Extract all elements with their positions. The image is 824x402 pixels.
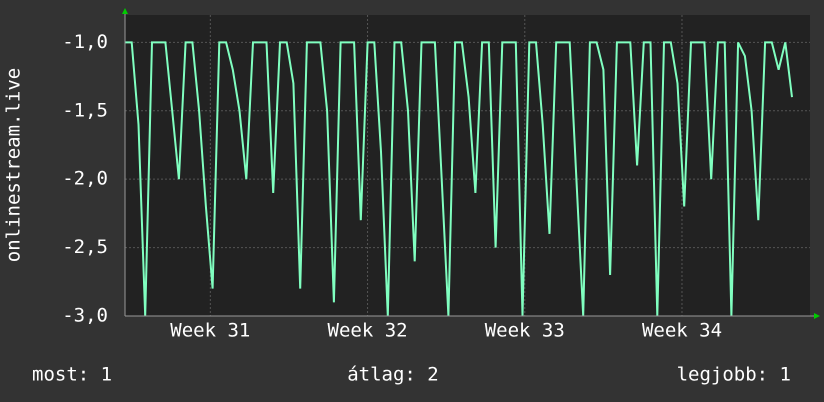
footer-now: most: 1 <box>32 364 112 386</box>
plot-area <box>125 15 810 316</box>
x-tick-label: Week 31 <box>170 320 250 342</box>
y-tick-label: -1,0 <box>62 31 108 53</box>
y-arrow <box>122 8 128 14</box>
plot <box>125 41 793 317</box>
data-line <box>125 41 793 317</box>
y-tick-label: -3,0 <box>62 305 108 327</box>
y-tick-label: -1,5 <box>62 99 108 121</box>
y-tick-label: -2,0 <box>62 168 108 190</box>
x-tick-label: Week 32 <box>328 320 408 342</box>
footer-avg: átlag: 2 <box>347 364 439 386</box>
y-tick-label: -2,5 <box>62 236 108 258</box>
footer-best: legjobb: 1 <box>677 364 791 386</box>
y-axis-label: onlinestream.live <box>3 68 25 262</box>
x-tick-label: Week 33 <box>485 320 565 342</box>
x-arrow <box>814 313 820 319</box>
x-tick-label: Week 34 <box>642 320 722 342</box>
